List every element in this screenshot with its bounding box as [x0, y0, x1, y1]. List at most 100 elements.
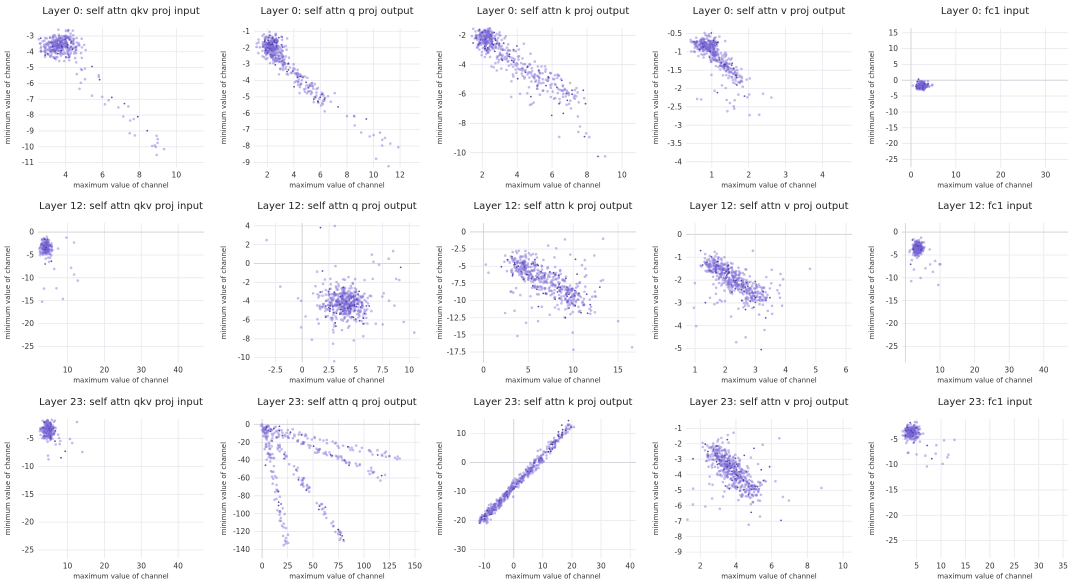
data-point [531, 253, 535, 256]
data-point [295, 469, 299, 472]
data-point [520, 72, 524, 75]
data-point [264, 46, 268, 50]
data-point [483, 45, 486, 48]
data-point [563, 238, 567, 242]
data-point [522, 471, 525, 474]
data-point [518, 92, 522, 96]
data-point [267, 455, 271, 458]
data-point [67, 28, 70, 32]
data-point [280, 502, 282, 505]
data-point [761, 92, 765, 95]
data-point [917, 243, 921, 246]
data-point [712, 47, 715, 50]
data-point [50, 247, 53, 251]
data-point [598, 286, 601, 289]
x-tick-label: 125 [382, 561, 397, 570]
data-point [55, 46, 58, 50]
data-point [920, 244, 923, 248]
data-point [271, 56, 274, 59]
data-point [913, 250, 917, 254]
data-point [39, 427, 42, 431]
data-point [332, 325, 336, 329]
data-point [500, 499, 503, 502]
data-point [750, 290, 754, 294]
data-point [264, 51, 267, 54]
data-point [300, 482, 304, 486]
data-point [265, 442, 268, 445]
data-point [334, 293, 338, 297]
data-point [714, 268, 717, 272]
data-point [497, 504, 499, 507]
data-point [381, 295, 384, 299]
data-point [263, 426, 267, 429]
data-point [346, 445, 349, 448]
data-point [579, 296, 583, 299]
data-point [38, 42, 42, 45]
data-point [322, 303, 326, 306]
data-point [702, 49, 705, 53]
data-point [541, 275, 544, 278]
data-point [481, 39, 484, 43]
data-point [926, 79, 930, 83]
data-point [695, 44, 699, 48]
data-point [533, 279, 537, 282]
data-point [273, 41, 276, 43]
data-point [507, 48, 510, 52]
data-point [46, 52, 49, 55]
data-point [727, 276, 731, 280]
data-point [707, 34, 710, 38]
data-point [705, 43, 709, 47]
data-point [349, 305, 351, 308]
y-tick-label: -3.5 [667, 139, 682, 148]
data-point [350, 296, 353, 300]
data-point [485, 43, 488, 46]
data-point [731, 276, 735, 280]
data-point [335, 312, 338, 315]
data-point [584, 102, 587, 105]
data-point [515, 485, 518, 488]
data-point [917, 84, 921, 88]
data-point [337, 285, 340, 288]
data-point [530, 286, 534, 290]
data-point [45, 424, 48, 427]
data-point [275, 45, 278, 48]
data-point [342, 290, 346, 293]
data-point [40, 243, 44, 247]
data-point [264, 51, 267, 55]
data-point [582, 297, 586, 301]
data-point [280, 60, 283, 62]
data-point [333, 294, 337, 298]
data-point [275, 435, 279, 439]
data-point [704, 302, 707, 304]
data-point [271, 456, 275, 459]
data-point [740, 299, 743, 302]
data-point [321, 294, 324, 298]
data-point [42, 250, 46, 254]
data-point [268, 47, 271, 50]
data-point [507, 492, 511, 496]
data-point [745, 283, 748, 287]
data-point [48, 46, 51, 50]
data-point [486, 41, 489, 44]
data-point [708, 263, 712, 266]
data-point [697, 43, 700, 47]
data-point [317, 97, 321, 101]
data-point [701, 49, 705, 53]
data-point [530, 95, 532, 98]
data-point [47, 248, 51, 251]
data-point [557, 294, 561, 297]
data-point [567, 93, 570, 97]
data-point [914, 247, 918, 251]
data-point [544, 287, 547, 290]
data-point [45, 243, 48, 246]
data-point [71, 29, 75, 32]
data-point [716, 47, 719, 51]
data-point [278, 509, 281, 513]
data-point [734, 277, 738, 281]
data-point [714, 58, 717, 61]
data-point [531, 281, 535, 284]
data-point [49, 253, 52, 256]
data-point [504, 57, 508, 61]
data-point [68, 53, 72, 56]
data-point [323, 98, 326, 101]
